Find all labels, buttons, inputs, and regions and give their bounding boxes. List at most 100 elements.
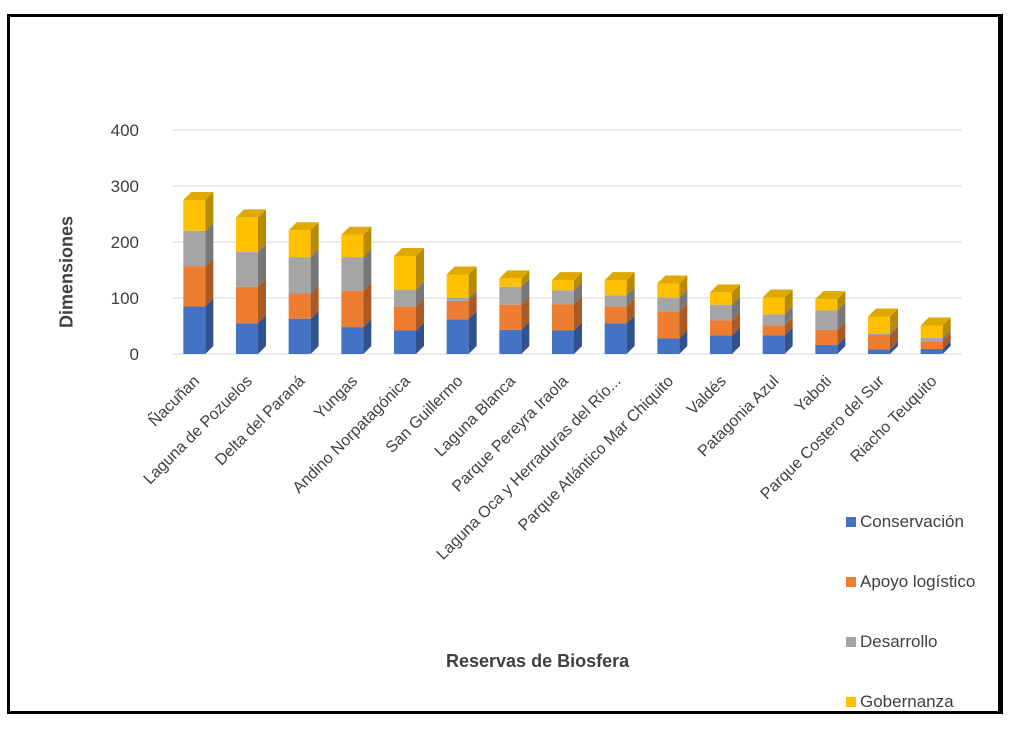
bar-face [446,274,469,298]
bar-side [626,272,635,296]
bar-face [762,297,785,315]
bar-segment-desarrollo [815,302,846,330]
bar-side [626,315,635,354]
bar-side [521,270,530,287]
bar-segment-apoyo-log-stico [236,278,266,324]
bar-side [416,248,424,290]
bar-stack [236,209,266,354]
bar-side [363,249,372,291]
bar-face [341,290,364,328]
bar-face [920,325,943,338]
chart-frame [7,14,1003,714]
bar-segment-conservaci-n [499,321,530,354]
bar-top [446,266,477,275]
bar-stack [552,272,582,354]
bar-side [890,341,898,354]
bar-face [868,333,890,335]
bar-face [815,345,838,354]
legend-item-gobernanza: Gobernanza [846,692,1006,712]
legend-label: Desarrollo [860,632,938,651]
bar-face [446,298,469,301]
bar-segment-gobernanza [815,291,846,311]
bar-side [468,266,477,298]
bar-stack [341,226,372,354]
bar-face [552,280,574,291]
bar-face [236,252,258,287]
bar-side [837,291,846,311]
x-tick-label: Laguna Oca y Herraduras del Río... [434,373,625,564]
bar-side [205,258,214,307]
bar-face [762,314,785,326]
bar-side [310,310,319,354]
bar-side [258,315,266,354]
bar-face [604,280,627,296]
bar-face [657,311,680,339]
bar-side [310,285,319,319]
bar-face [288,230,311,258]
legend-label: Apoyo logístico [860,572,976,591]
bar-side [468,311,477,354]
bar-side [732,296,740,321]
bar-segment-conservaci-n [183,298,214,354]
bar-side [942,333,951,349]
bar-segment-apoyo-log-stico [552,296,582,331]
y-axis-label: Dimensiones [56,215,77,329]
bar-face [341,257,364,291]
bar-side [626,287,635,307]
bar-side [784,327,793,354]
bar-segment-desarrollo [657,289,688,312]
bar-segment-conservaci-n [394,322,424,354]
bar-face [815,299,838,311]
bar-side [205,298,214,354]
bar-segment-desarrollo [604,287,635,307]
x-tick-label: Delta del Paraná [212,373,308,469]
bar-face [815,310,838,330]
bar-segment-desarrollo [552,282,582,305]
bar-stack [604,272,635,354]
y-tick-label: 0 [130,345,139,364]
bar-segment-desarrollo [920,329,951,342]
bar-segment-apoyo-log-stico [920,333,951,349]
bar-side [837,337,846,354]
bar-face [920,341,943,349]
bar-segment-gobernanza [657,275,688,298]
bar-face [446,319,469,354]
legend-item-conservacion: Conservación [846,512,1006,532]
bar-segment-desarrollo [236,244,266,287]
bar-stack [446,266,477,354]
bar-segment-desarrollo [710,296,740,321]
bar-face [868,349,890,354]
bar-segment-gobernanza [499,270,530,287]
bar-side [205,192,214,231]
legend-label: Gobernanza [860,692,954,711]
bar-side [363,226,372,258]
bar-face [394,306,416,331]
bar-segment-apoyo-log-stico [183,258,214,307]
bar-segment-conservaci-n [341,319,372,354]
legend-label: Conservación [860,512,964,531]
bar-side [679,303,688,339]
bar-stack [815,291,846,354]
y-tick-label: 200 [111,233,139,252]
bar-side [310,249,319,294]
bar-side [732,312,740,336]
bar-side [890,308,898,334]
bar-face [288,257,311,294]
bar-side [942,340,951,354]
bar-side [837,321,846,346]
bar-segment-gobernanza [604,272,635,296]
bar-stack [920,317,951,354]
bar-top [710,284,740,293]
bar-segment-gobernanza [868,308,898,334]
bar-side [890,325,898,335]
bar-side [258,244,266,287]
bar-side [942,329,951,342]
bar-side [626,298,635,324]
bar-side [574,322,582,354]
bar-face [920,348,943,354]
bar-side [837,302,846,330]
bar-face [552,290,574,305]
x-tick-label: Yungas [311,373,361,423]
bar-side [574,296,582,331]
bar-face [183,200,206,231]
